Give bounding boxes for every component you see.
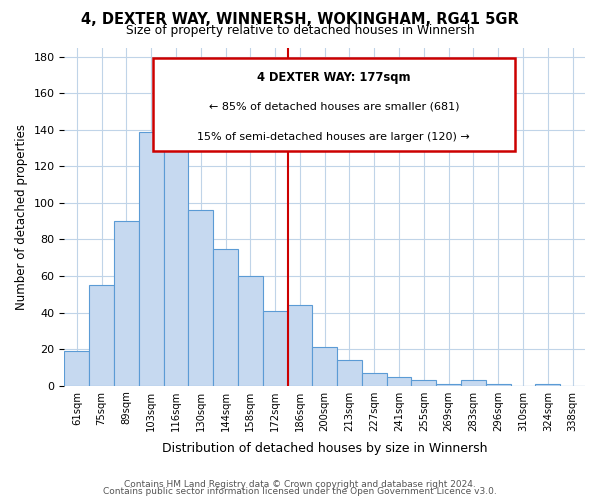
Text: 4 DEXTER WAY: 177sqm: 4 DEXTER WAY: 177sqm (257, 71, 410, 84)
FancyBboxPatch shape (153, 58, 515, 150)
Text: Size of property relative to detached houses in Winnersh: Size of property relative to detached ho… (125, 24, 475, 37)
Bar (337, 360, 362, 386)
Bar (89, 285, 114, 386)
Bar (362, 373, 386, 386)
Text: Contains HM Land Registry data © Crown copyright and database right 2024.: Contains HM Land Registry data © Crown c… (124, 480, 476, 489)
Bar (213, 248, 238, 386)
Bar (238, 276, 263, 386)
Y-axis label: Number of detached properties: Number of detached properties (15, 124, 28, 310)
Bar (139, 132, 164, 386)
Text: ← 85% of detached houses are smaller (681): ← 85% of detached houses are smaller (68… (209, 102, 459, 112)
Bar (287, 305, 313, 386)
X-axis label: Distribution of detached houses by size in Winnersh: Distribution of detached houses by size … (162, 442, 487, 455)
Bar (114, 221, 139, 386)
Text: 4, DEXTER WAY, WINNERSH, WOKINGHAM, RG41 5GR: 4, DEXTER WAY, WINNERSH, WOKINGHAM, RG41… (81, 12, 519, 28)
Text: Contains public sector information licensed under the Open Government Licence v3: Contains public sector information licen… (103, 487, 497, 496)
Bar (164, 128, 188, 386)
Bar (386, 376, 412, 386)
Bar (412, 380, 436, 386)
Bar (64, 351, 89, 386)
Text: 15% of semi-detached houses are larger (120) →: 15% of semi-detached houses are larger (… (197, 132, 470, 142)
Bar (461, 380, 486, 386)
Bar (263, 310, 287, 386)
Bar (436, 384, 461, 386)
Bar (313, 348, 337, 386)
Bar (535, 384, 560, 386)
Bar (486, 384, 511, 386)
Bar (188, 210, 213, 386)
